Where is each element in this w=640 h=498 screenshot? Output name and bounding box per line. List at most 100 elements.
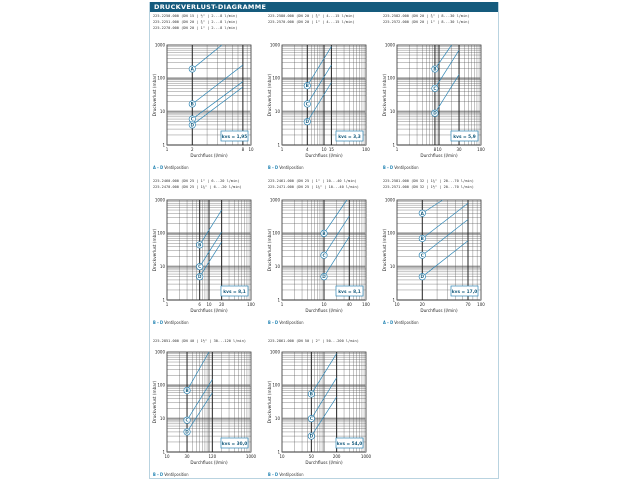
y-tick-label: 100	[157, 76, 165, 81]
x-tick-label: 10	[394, 302, 400, 307]
series-line-a	[192, 44, 223, 70]
x-tick-label: 30	[456, 147, 462, 152]
x-tick-label: 10	[279, 454, 285, 459]
valve-position-marker-b: B	[431, 65, 439, 73]
y-axis-label: Druckverlust (mbar)	[267, 73, 272, 116]
y-tick-label: 10	[390, 109, 396, 114]
svg-text:kvs = 8,1: kvs = 8,1	[223, 289, 245, 295]
series-line-d	[311, 396, 337, 437]
svg-text:kvs = 3,3: kvs = 3,3	[338, 134, 360, 140]
article-code-line: 225.2582.000 (DN 20 | ¾" | 8...30 l/min)	[383, 14, 470, 18]
x-tick-label: 100	[247, 302, 255, 307]
legend-range: B – D	[268, 165, 279, 170]
x-tick-label: 10	[248, 147, 254, 152]
valve-position-marker-d: D	[418, 273, 426, 281]
x-tick-label: 20	[420, 302, 426, 307]
svg-text:D: D	[421, 274, 425, 279]
x-tick-label: 30	[184, 454, 190, 459]
x-tick-label: 1000	[361, 454, 372, 459]
valve-position-legend: B – D Ventilposition	[268, 472, 304, 477]
y-tick-label: 1000	[155, 42, 166, 47]
series-line-c	[422, 219, 469, 256]
article-codes: 225.2461.000 (DN 25 | 1" | 10...40 l/min…	[268, 178, 359, 190]
svg-text:D: D	[310, 434, 314, 439]
svg-text:C: C	[198, 264, 201, 269]
svg-text:B: B	[191, 101, 194, 106]
article-code-line: 225.2251.000 (DN 20 | ¾" | 2...8 l/min)	[153, 20, 238, 24]
y-tick-label: 10	[275, 416, 281, 421]
svg-text:B: B	[421, 236, 424, 241]
y-tick-label: 1000	[385, 42, 396, 47]
article-code-line: 225.2580.000 (DN 20 | ¾" | 4...15 l/min)	[268, 14, 355, 18]
legend-text: Ventilposition	[278, 472, 304, 477]
valve-position-legend: B – D Ventilposition	[153, 472, 189, 477]
valve-position-marker-c: C	[431, 84, 439, 92]
svg-text:B: B	[322, 231, 325, 236]
series-line-d	[434, 74, 460, 114]
kvs-annotation: kvs = 5,9	[450, 130, 479, 142]
x-axis-label: Durchfluss (l/min)	[305, 153, 343, 158]
valve-position-marker-c: C	[196, 263, 204, 271]
valve-position-legend: B – D Ventilposition	[153, 320, 189, 325]
series-line-b	[192, 64, 244, 105]
series-line-b	[323, 199, 348, 234]
series-line-d	[422, 240, 469, 277]
y-axis-label: Druckverlust (mbar)	[267, 228, 272, 271]
y-tick-label: 1000	[155, 197, 166, 202]
chart-panel: 225.2250.000 (DN 15 | ½" | 2...8 l/min) 2…	[150, 13, 265, 173]
chart-panel: 225.2582.000 (DN 20 | ¾" | 8...30 l/min)…	[380, 13, 495, 173]
y-tick-label: 10	[275, 264, 281, 269]
x-axis-label: Durchfluss (l/min)	[190, 308, 228, 313]
y-tick-label: 1	[392, 297, 395, 302]
chart-panel: 225.2461.000 (DN 25 | 1" | 10...40 l/min…	[265, 178, 380, 338]
x-tick-label: 40	[347, 302, 353, 307]
svg-text:C: C	[306, 101, 309, 106]
valve-position-marker-d: D	[307, 432, 315, 440]
valve-position-marker-a: A	[418, 209, 426, 217]
y-tick-label: 100	[272, 76, 280, 81]
article-code-line: 225.2461.000 (DN 25 | 1" | 10...40 l/min…	[268, 179, 357, 183]
article-codes: 225.2861.000 (DN 50 | 2" | 50...200 l/mi…	[268, 338, 359, 344]
valve-position-legend: B – D Ventilposition	[268, 165, 304, 170]
svg-text:kvs = 8,1: kvs = 8,1	[338, 289, 360, 295]
y-tick-label: 10	[160, 264, 166, 269]
x-tick-label: 10	[164, 454, 170, 459]
x-axis-label: Durchfluss (l/min)	[305, 460, 343, 465]
legend-text: Ventilposition	[163, 320, 189, 325]
valve-position-marker-d: D	[431, 109, 439, 117]
legend-text: Ventilposition	[163, 165, 189, 170]
x-axis-label: Durchfluss (l/min)	[190, 460, 228, 465]
x-tick-label: 1	[166, 302, 169, 307]
legend-text: Ventilposition	[393, 320, 419, 325]
y-tick-label: 1	[162, 142, 165, 147]
svg-text:C: C	[433, 86, 436, 91]
series-line-c	[311, 377, 337, 419]
series-line-c	[434, 49, 460, 89]
chart-panel: 225.2581.000 (DN 32 | 1¼" | 20...70 l/mi…	[380, 178, 495, 338]
svg-text:kvs = 54,0: kvs = 54,0	[337, 441, 362, 447]
series-line-c	[306, 64, 332, 105]
kvs-annotation: kvs = 54,0	[335, 437, 364, 449]
series-line-d	[323, 236, 350, 277]
valve-position-marker-d: D	[303, 118, 311, 126]
y-axis-label: Druckverlust (mbar)	[152, 228, 157, 271]
valve-position-marker-b: B	[303, 82, 311, 90]
series-line-c	[323, 215, 350, 256]
article-code-line: 225.2581.000 (DN 32 | 1¼" | 20...70 l/mi…	[383, 179, 474, 183]
legend-text: Ventilposition	[163, 472, 189, 477]
y-tick-label: 100	[272, 231, 280, 236]
x-tick-label: 8	[434, 147, 437, 152]
chart-panel: 225.2861.000 (DN 50 | 2" | 50...200 l/mi…	[265, 338, 380, 498]
y-tick-label: 10	[160, 109, 166, 114]
legend-range: B – D	[268, 472, 279, 477]
y-tick-label: 100	[157, 231, 165, 236]
x-tick-label: 100	[362, 147, 370, 152]
chart-panel: 225.2851.000 (DN 40 | 1½" | 30...120 l/m…	[150, 338, 265, 498]
y-axis-label: Druckverlust (mbar)	[382, 73, 387, 116]
valve-position-marker-b: B	[188, 100, 196, 108]
x-tick-label: 10	[321, 147, 327, 152]
y-tick-label: 10	[275, 109, 281, 114]
